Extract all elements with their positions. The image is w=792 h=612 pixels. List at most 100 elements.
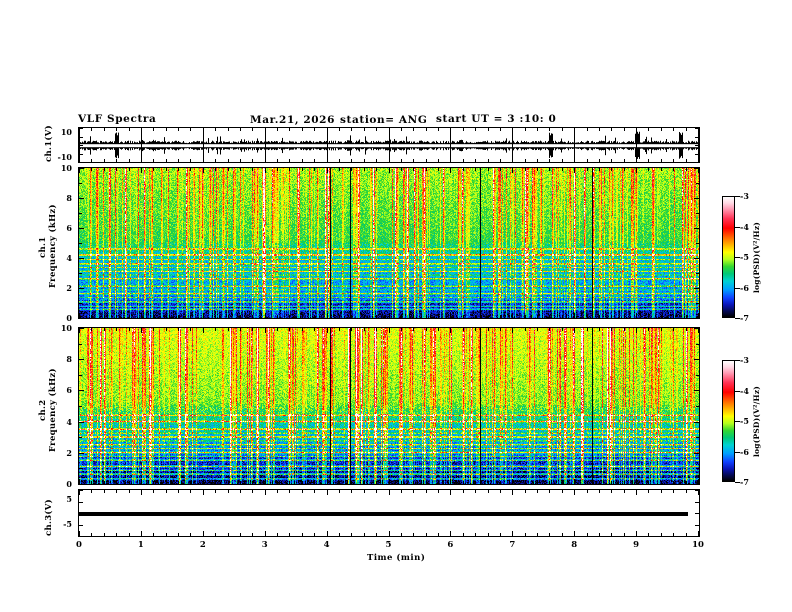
x-minor-tick: [611, 159, 613, 162]
x-minor-tick: [425, 128, 427, 131]
x-minor-tick: [623, 315, 625, 318]
x-minor-tick: [128, 168, 130, 171]
x-minor-tick: [153, 533, 155, 536]
x-minor-tick: [438, 328, 440, 331]
x-minor-tick: [252, 481, 254, 484]
x-minor-tick: [462, 481, 464, 484]
x-minor-tick: [351, 328, 353, 331]
x-minor-tick: [400, 168, 402, 171]
x-minor-tick: [165, 128, 167, 131]
x-minor-tick: [351, 481, 353, 484]
y-minor-tick: [695, 145, 699, 146]
x-minor-tick: [673, 159, 675, 162]
x-minor-tick: [128, 159, 130, 162]
x-tick-label: 0: [76, 540, 82, 550]
x-minor-tick: [227, 481, 229, 484]
x-major-tick: [698, 328, 699, 333]
x-major-tick: [450, 479, 452, 484]
x-minor-tick: [438, 168, 440, 171]
x-minor-tick: [190, 533, 192, 536]
x-minor-tick: [252, 159, 254, 162]
y-major-tick: [79, 359, 84, 361]
y-tick-label: 4: [66, 416, 72, 427]
x-major-tick: [202, 328, 204, 333]
x-minor-tick: [648, 533, 650, 536]
x-minor-tick: [178, 328, 180, 331]
y-minor-tick: [79, 437, 82, 439]
x-minor-tick: [215, 128, 217, 131]
x-minor-tick: [116, 328, 118, 331]
x-minor-tick: [190, 490, 192, 493]
y-tick-label: 0: [66, 313, 72, 323]
x-minor-tick: [586, 328, 588, 331]
x-minor-tick: [376, 315, 378, 318]
figure-header: VLF Spectra Mar.21, 2026 station= ANG st…: [78, 113, 700, 127]
x-minor-tick: [314, 315, 316, 318]
x-minor-tick: [239, 315, 241, 318]
x-minor-tick: [475, 159, 477, 162]
x-minor-tick: [499, 168, 501, 171]
x-minor-tick: [660, 168, 662, 171]
x-minor-tick: [376, 168, 378, 171]
x-minor-tick: [400, 533, 402, 536]
ch3-ytick-neg: -5: [63, 519, 72, 529]
x-minor-tick: [660, 481, 662, 484]
x-minor-tick: [549, 481, 551, 484]
x-minor-tick: [338, 490, 340, 493]
x-minor-tick: [673, 533, 675, 536]
y-tick-label: 6: [66, 223, 72, 233]
x-minor-tick: [685, 533, 687, 536]
x-minor-tick: [413, 128, 415, 131]
x-minor-tick: [425, 533, 427, 536]
x-minor-tick: [277, 481, 279, 484]
x-minor-tick: [165, 490, 167, 493]
x-minor-tick: [487, 481, 489, 484]
y-minor-tick: [696, 213, 699, 214]
x-minor-tick: [190, 315, 192, 318]
y-minor-tick: [696, 183, 699, 184]
x-minor-tick: [314, 328, 316, 331]
x-minor-tick: [499, 328, 501, 331]
x-major-tick: [79, 531, 80, 536]
x-minor-tick: [499, 490, 501, 493]
x-minor-tick: [103, 533, 105, 536]
x-minor-tick: [91, 315, 93, 318]
x-minor-tick: [685, 481, 687, 484]
y-major-tick: [79, 318, 84, 319]
x-minor-tick: [648, 159, 650, 162]
x-minor-tick: [277, 168, 279, 171]
x-minor-tick: [462, 328, 464, 331]
x-major-tick: [79, 168, 80, 173]
x-minor-tick: [673, 328, 675, 331]
x-minor-tick: [252, 128, 254, 131]
x-minor-tick: [289, 315, 291, 318]
x-minor-tick: [215, 490, 217, 493]
x-minor-tick: [289, 533, 291, 536]
x-tick-label: 7: [509, 540, 516, 550]
y-minor-tick: [695, 128, 699, 129]
x-minor-tick: [103, 490, 105, 493]
colorbar-tick: [735, 226, 740, 228]
x-minor-tick: [103, 328, 105, 331]
x-minor-tick: [363, 533, 365, 536]
x-minor-tick: [487, 159, 489, 162]
x-minor-tick: [103, 481, 105, 484]
x-minor-tick: [685, 490, 687, 493]
x-minor-tick: [561, 328, 563, 331]
x-minor-tick: [116, 315, 118, 318]
x-minor-tick: [537, 128, 539, 131]
x-major-tick: [264, 168, 266, 173]
x-minor-tick: [537, 481, 539, 484]
x-minor-tick: [400, 128, 402, 131]
y-major-tick: [79, 198, 84, 199]
y-minor-tick: [696, 303, 699, 304]
y-major-tick: [79, 168, 84, 169]
x-minor-tick: [611, 490, 613, 493]
x-minor-tick: [537, 168, 539, 171]
x-minor-tick: [673, 168, 675, 171]
x-minor-tick: [586, 159, 588, 162]
x-minor-tick: [165, 533, 167, 536]
x-tick-label: 2: [199, 540, 206, 550]
x-minor-tick: [487, 533, 489, 536]
